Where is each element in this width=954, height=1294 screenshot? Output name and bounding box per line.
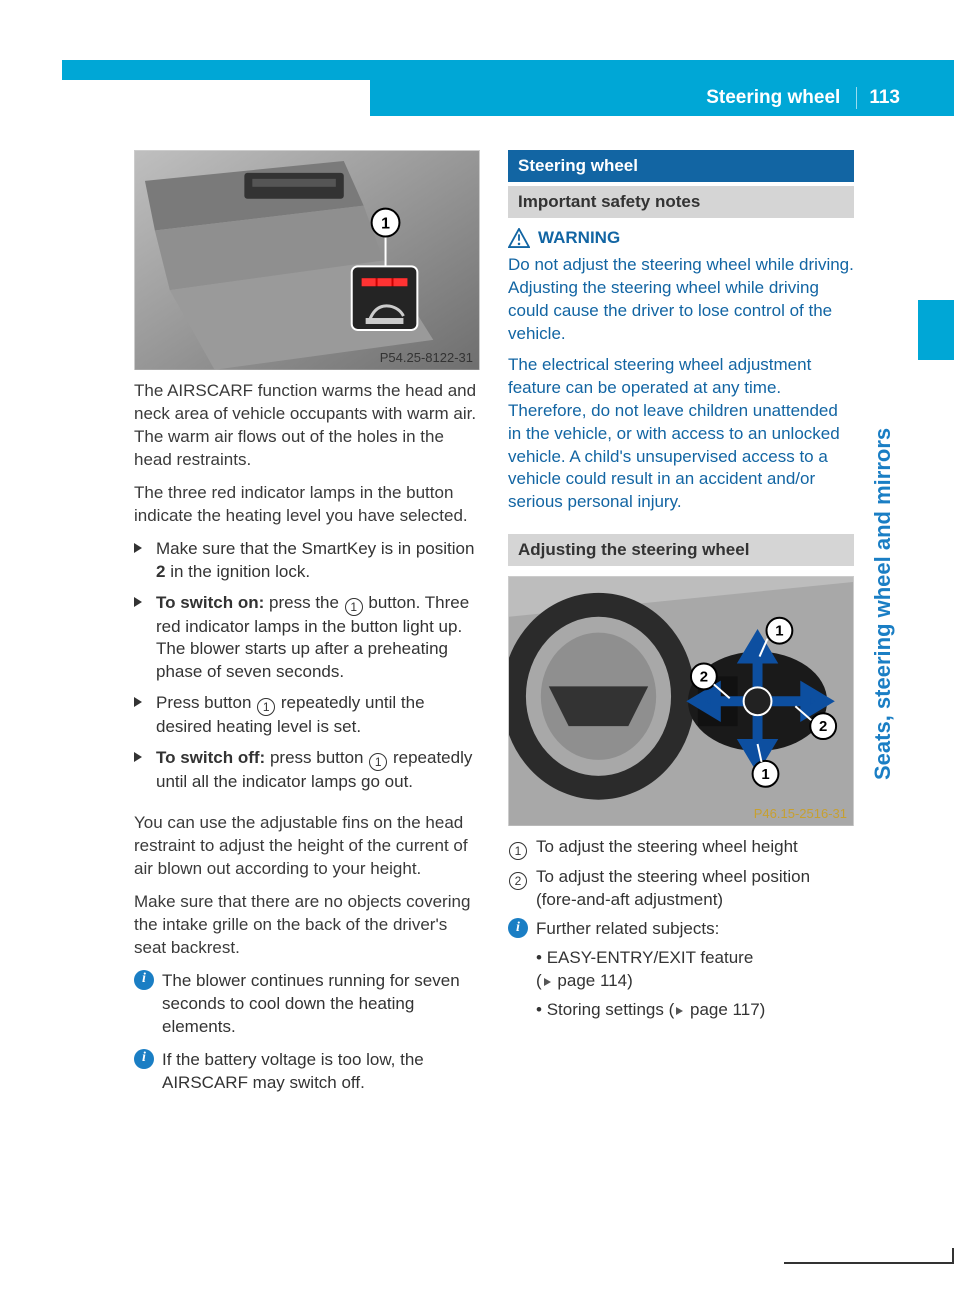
- bullet-icon: [134, 692, 148, 739]
- svg-text:1: 1: [381, 216, 390, 233]
- section-bar: Steering wheel: [508, 150, 854, 182]
- figure-airscarf: 1 P54.25-8122-31: [134, 150, 480, 370]
- callout-ref: 1: [509, 842, 527, 860]
- legend-text: To adjust the steering wheel position (f…: [536, 866, 854, 912]
- info-1: i The blower continues running for seven…: [134, 970, 480, 1039]
- related-subjects: i Further related subjects: EASY-ENTRY/E…: [508, 918, 854, 1028]
- t: page 114: [557, 971, 627, 990]
- step-text: To switch on: press the 1 button. Three …: [156, 592, 480, 685]
- legend-num: 1: [508, 836, 528, 860]
- right-column: Steering wheel Important safety notes WA…: [508, 150, 854, 1105]
- header-page: 113: [856, 87, 900, 109]
- step-2: To switch on: press the 1 button. Three …: [134, 592, 480, 685]
- warning-block: WARNING Do not adjust the steering wheel…: [508, 228, 854, 522]
- t: Press button: [156, 693, 256, 712]
- airscarf-p2: The three red indicator lamps in the but…: [134, 482, 480, 528]
- left-column: 1 P54.25-8122-31 The AIRSCARF function w…: [134, 150, 480, 1105]
- warning-header: WARNING: [508, 228, 854, 248]
- info-text: If the battery voltage is too low, the A…: [162, 1049, 480, 1095]
- step-4: To switch off: press button 1 repeatedly…: [134, 747, 480, 794]
- bottom-corner-rule: [784, 1262, 954, 1264]
- warning-icon: [508, 228, 530, 248]
- header-band: Steering wheel 113: [370, 80, 954, 116]
- airscarf-steps: Make sure that the SmartKey is in positi…: [134, 538, 480, 803]
- t: press the: [264, 593, 343, 612]
- warning-label: WARNING: [538, 228, 620, 248]
- related-item: Storing settings ( page 117): [536, 999, 854, 1022]
- header-title: Steering wheel: [706, 87, 840, 109]
- side-tab-label: Seats, steering wheel and mirrors: [870, 428, 896, 780]
- info-icon: i: [508, 918, 528, 938]
- t: To switch off:: [156, 748, 265, 767]
- step-text: Make sure that the SmartKey is in positi…: [156, 538, 480, 584]
- info-icon: i: [134, 1049, 154, 1069]
- t: in the ignition lock.: [165, 562, 310, 581]
- airscarf-after-p2: Make sure that there are no objects cove…: [134, 891, 480, 960]
- subsection-bar-1: Important safety notes: [508, 186, 854, 218]
- figure-code: P54.25-8122-31: [380, 350, 473, 365]
- t: Storing settings: [547, 1000, 664, 1019]
- callout-ref: 1: [257, 698, 275, 716]
- page-ref-icon: [676, 1007, 683, 1015]
- t: EASY-ENTRY/EXIT feature: [547, 948, 754, 967]
- bullet-icon: [134, 747, 148, 794]
- legend-text: To adjust the steering wheel height: [536, 836, 798, 860]
- bullet-icon: [134, 538, 148, 584]
- airscarf-p1: The AIRSCARF function warms the head and…: [134, 380, 480, 472]
- top-bar: [62, 60, 954, 80]
- t: Make sure that the SmartKey is in positi…: [156, 539, 474, 558]
- callout-ref: 1: [345, 598, 363, 616]
- figure-code: P46.15-2516-31: [754, 806, 847, 821]
- legend-1: 1 To adjust the steering wheel height: [508, 836, 854, 860]
- related-label: Further related subjects:: [536, 918, 854, 941]
- related-text: Further related subjects: EASY-ENTRY/EXI…: [536, 918, 854, 1028]
- content: 1 P54.25-8122-31 The AIRSCARF function w…: [134, 150, 854, 1105]
- legend-2: 2 To adjust the steering wheel position …: [508, 866, 854, 912]
- svg-text:1: 1: [761, 767, 769, 783]
- t: page 117: [690, 1000, 760, 1019]
- info-2: i If the battery voltage is too low, the…: [134, 1049, 480, 1095]
- side-tab: Seats, steering wheel and mirrors: [896, 300, 936, 780]
- svg-text:1: 1: [775, 624, 783, 640]
- t: To switch on:: [156, 593, 264, 612]
- step-text: Press button 1 repeatedly until the desi…: [156, 692, 480, 739]
- step-3: Press button 1 repeatedly until the desi…: [134, 692, 480, 739]
- airscarf-after-p1: You can use the adjustable fins on the h…: [134, 812, 480, 881]
- subsection-bar-2: Adjusting the steering wheel: [508, 534, 854, 566]
- svg-text:2: 2: [700, 670, 708, 686]
- side-tab-marker: [918, 300, 954, 360]
- step-1: Make sure that the SmartKey is in positi…: [134, 538, 480, 584]
- bullet-icon: [134, 592, 148, 685]
- warning-p1: Do not adjust the steering wheel while d…: [508, 254, 854, 346]
- callout-ref: 1: [369, 753, 387, 771]
- svg-text:2: 2: [819, 719, 827, 735]
- figure-steering-svg: 1 2 2 1: [509, 577, 853, 826]
- figure-steering: 1 2 2 1 P46.15-2516-31: [508, 576, 854, 826]
- info-icon: i: [134, 970, 154, 990]
- t: press button: [265, 748, 368, 767]
- related-item: EASY-ENTRY/EXIT feature ( page 114): [536, 947, 854, 993]
- step-text: To switch off: press button 1 repeatedly…: [156, 747, 480, 794]
- legend-num: 2: [508, 866, 528, 912]
- info-text: The blower continues running for seven s…: [162, 970, 480, 1039]
- warning-p2: The electrical steering wheel adjustment…: [508, 354, 854, 515]
- page-ref-icon: [544, 978, 551, 986]
- figure-airscarf-svg: 1: [135, 151, 479, 370]
- callout-ref: 2: [509, 872, 527, 890]
